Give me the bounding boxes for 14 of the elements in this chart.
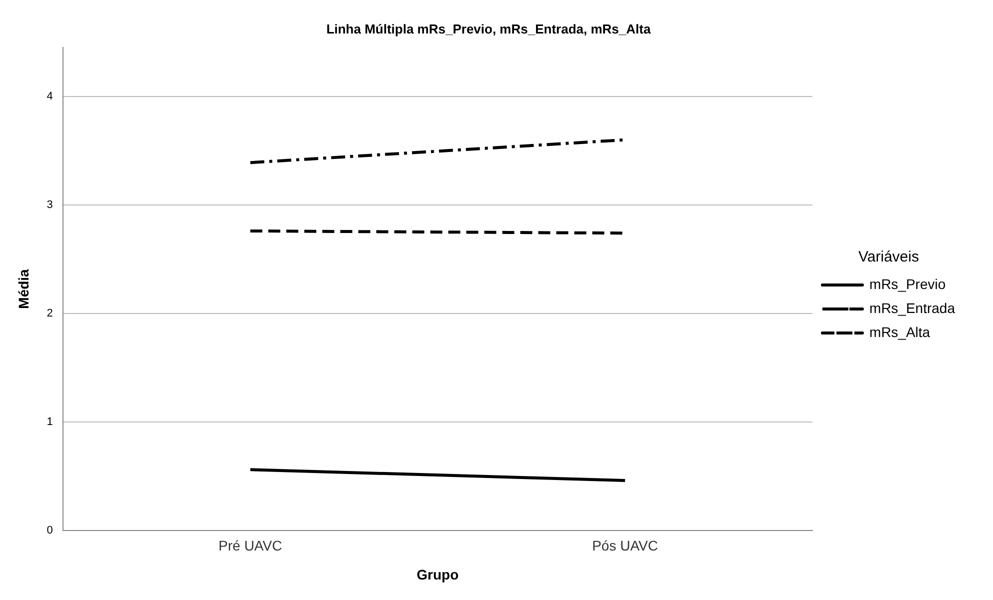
y-tick-label: 4 [46, 90, 53, 102]
y-tick-label: 2 [46, 307, 53, 320]
legend-label: mRs_Entrada [869, 300, 956, 316]
legend-label: mRs_Alta [869, 324, 930, 340]
y-axis-title: Média [15, 268, 32, 309]
x-axis-title: Grupo [416, 566, 459, 582]
legend-label: mRs_Previo [869, 276, 946, 292]
legend-title: Variáveis [858, 248, 919, 266]
x-tick-label: Pré UAVC [218, 538, 282, 554]
y-tick-label: 3 [46, 198, 53, 211]
y-tick-label: 1 [46, 416, 53, 428]
chart-title: Linha Múltipla mRs_Previo, mRs_Entrada, mRs_Alta [326, 21, 652, 36]
y-tick-label: 0 [46, 524, 53, 536]
x-tick-label: Pós UAVC [592, 538, 658, 554]
